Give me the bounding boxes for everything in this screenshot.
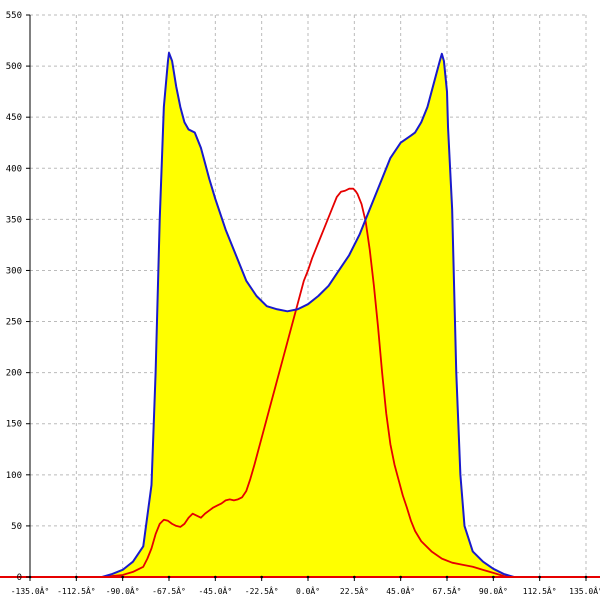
y-tick-label: 350 (6, 215, 22, 225)
x-tick-marker (353, 575, 356, 579)
y-tick-label: 50 (11, 522, 22, 532)
series-line-blue (101, 51, 515, 578)
x-tick-marker (538, 575, 541, 579)
y-tick-label: 500 (6, 62, 22, 72)
x-tick-label: 22.5Â° (340, 585, 369, 596)
x-tick-label: 0.0Â° (296, 585, 320, 596)
x-tick-label: 90.0Â° (479, 585, 508, 596)
x-tick-label: -135.0Â° (11, 585, 50, 596)
x-tick-label: -90.0Â° (106, 585, 140, 596)
x-tick-marker (584, 575, 588, 579)
x-tick-marker (399, 575, 402, 579)
x-tick-marker (28, 575, 32, 579)
x-tick-marker (121, 575, 124, 579)
y-tick-label: 550 (6, 11, 22, 21)
series-line-red (101, 187, 515, 578)
x-tick-marker (167, 575, 171, 579)
x-tick-marker (75, 575, 78, 579)
y-tick-label: 0 (17, 573, 22, 583)
area-fill (102, 52, 514, 578)
y-tick-label: 400 (6, 164, 22, 174)
y-tick-label: 200 (6, 369, 22, 379)
x-tick-marker (260, 575, 263, 579)
y-tick-label: 250 (6, 318, 22, 328)
x-tick-label: -67.5Â° (152, 585, 186, 596)
y-tick-label: 450 (6, 113, 22, 123)
x-tick-label: -112.5Â° (57, 585, 96, 596)
x-tick-label: 135.0Â° (569, 585, 600, 596)
x-tick-label: 67.5Â° (433, 585, 462, 596)
x-tick-marker (214, 575, 217, 579)
x-tick-label: -22.5Â° (245, 585, 279, 596)
x-tick-marker (306, 575, 310, 579)
x-tick-label: 45.0Â° (386, 585, 415, 596)
x-tick-label: -45.0Â° (198, 585, 232, 596)
y-tick-label: 300 (6, 266, 22, 276)
x-tick-label: 112.5Â° (523, 585, 557, 596)
x-tick-marker (445, 575, 449, 579)
y-tick-label: 150 (6, 420, 22, 430)
y-tick-label: 100 (6, 471, 22, 481)
x-tick-marker (492, 575, 495, 579)
